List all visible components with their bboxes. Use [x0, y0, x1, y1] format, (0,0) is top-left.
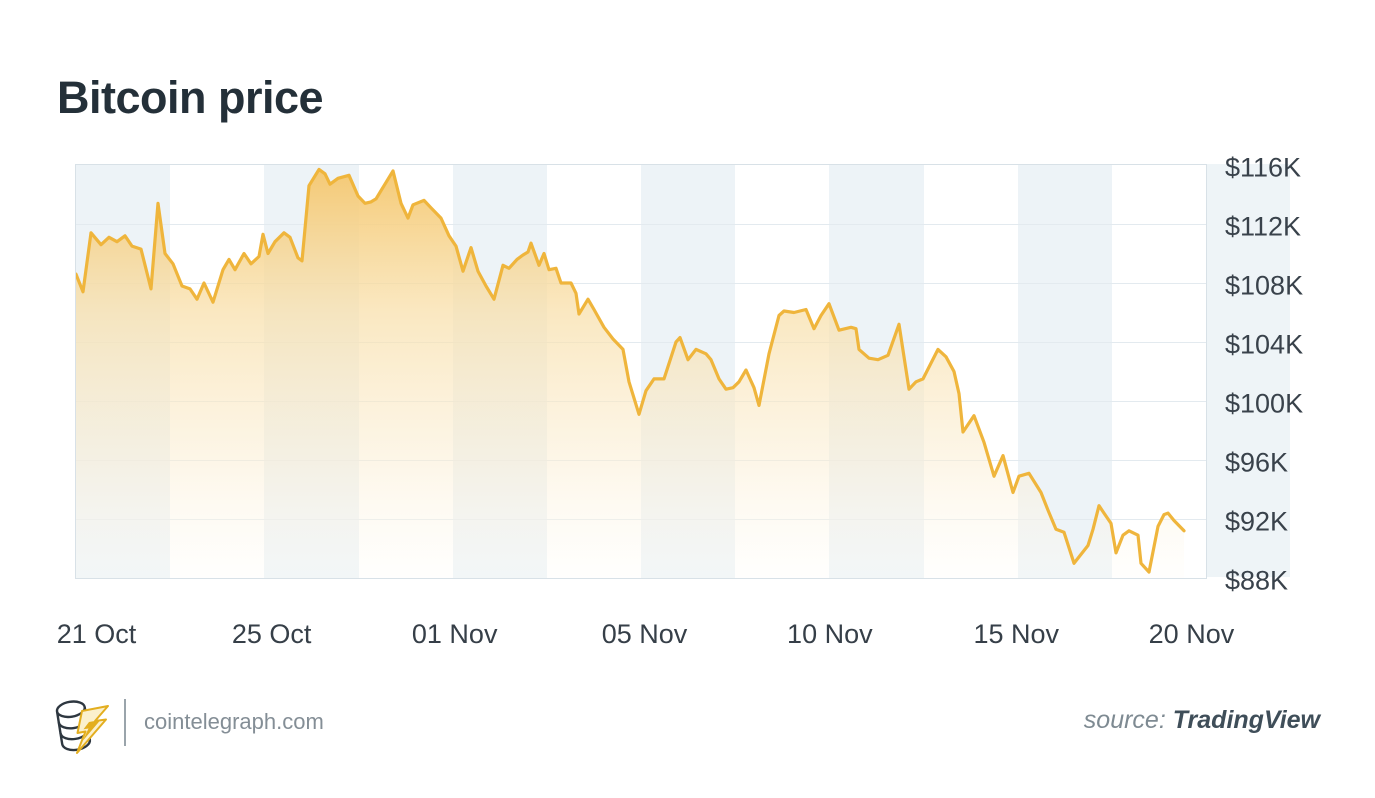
footer-divider [124, 699, 126, 746]
background-stripe [1111, 165, 1206, 578]
axis-background-stripe [1206, 164, 1290, 577]
y-tick-label: $96K [1225, 447, 1289, 478]
y-tick-label: $108K [1225, 270, 1304, 301]
gridline [76, 401, 1206, 402]
x-tick-label: 20 Nov [1148, 619, 1235, 649]
x-tick-label: 21 Oct [56, 619, 137, 649]
y-tick-label: $112K [1225, 211, 1302, 242]
plot-area [75, 164, 1207, 579]
price-area-fill [76, 169, 1184, 578]
price-line [76, 167, 1186, 574]
footer-site-label: cointelegraph.com [144, 709, 324, 734]
x-tick-label: 25 Oct [231, 619, 312, 649]
source-name: TradingView [1172, 706, 1320, 734]
y-tick-label: $104K [1225, 329, 1304, 360]
y-tick-label: $88K [1225, 565, 1289, 596]
x-tick-label: 05 Nov [601, 619, 688, 649]
cointelegraph-logo-icon [52, 693, 112, 762]
gridline [76, 342, 1206, 343]
gridline [76, 283, 1206, 284]
x-tick-label: 10 Nov [787, 619, 873, 649]
source-label: source: [1083, 706, 1166, 734]
footer-source: source: TradingView [1084, 706, 1320, 735]
y-tick-label: $100K [1225, 388, 1304, 419]
x-tick-label: 01 Nov [411, 619, 498, 649]
y-tick-label: $116K [1225, 152, 1302, 183]
gridline [76, 224, 1206, 225]
page-title: Bitcoin price [57, 72, 324, 124]
y-tick-label: $92K [1225, 506, 1289, 537]
x-tick-label: 15 Nov [973, 619, 1060, 649]
price-chart [76, 167, 1186, 578]
